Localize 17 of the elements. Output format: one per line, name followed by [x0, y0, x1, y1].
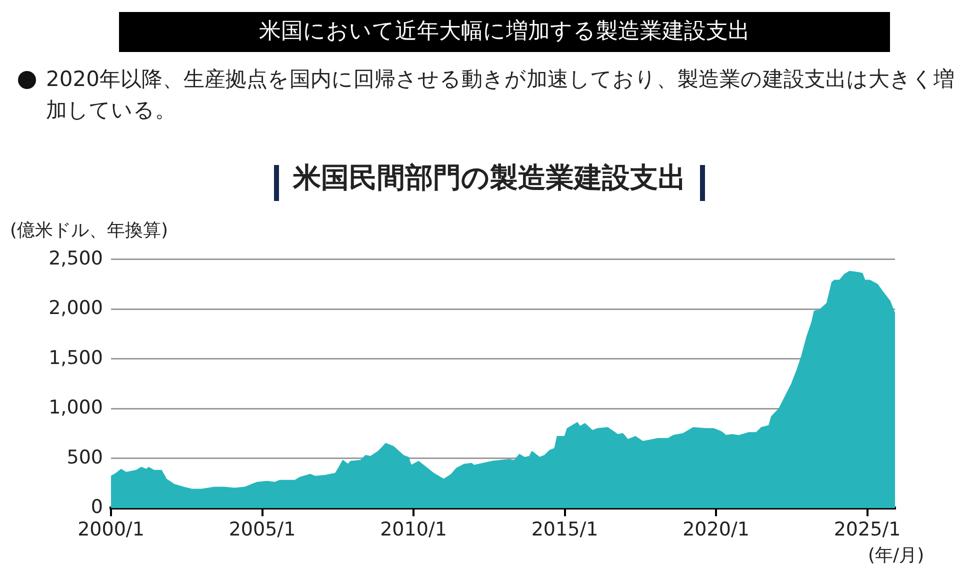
y-axis-title: (億米ドル、年換算)	[10, 219, 168, 242]
y-tick-label: 2,500	[48, 247, 103, 270]
y-tick-label: 1,000	[48, 396, 103, 419]
x-tick-label: 2025/1	[834, 518, 901, 541]
x-tick-label: 2010/1	[380, 518, 447, 541]
chart-title: 米国において近年大幅に増加する製造業建設支出	[119, 12, 890, 52]
text: 2020年以降、生産拠点を国内に回帰させる動きが加速しており、製造業の建設支出は大きく増加している。	[46, 66, 956, 124]
x-tick-label: 2005/1	[228, 518, 296, 541]
y-tick-label: 0	[90, 496, 103, 518]
y-tick-label: 2,000	[48, 297, 103, 320]
y-tick-label: 500	[66, 446, 103, 468]
y-tick-label: 1,500	[48, 346, 103, 369]
x-axis-title: (年/月)	[868, 544, 924, 567]
x-tick-label: 2015/1	[531, 518, 598, 541]
x-tick-label: 2020/1	[682, 518, 750, 541]
chart-subtitle: 米国民間部門の製造業建設支出	[292, 160, 687, 196]
x-tick-label: 2000/1	[78, 518, 144, 541]
